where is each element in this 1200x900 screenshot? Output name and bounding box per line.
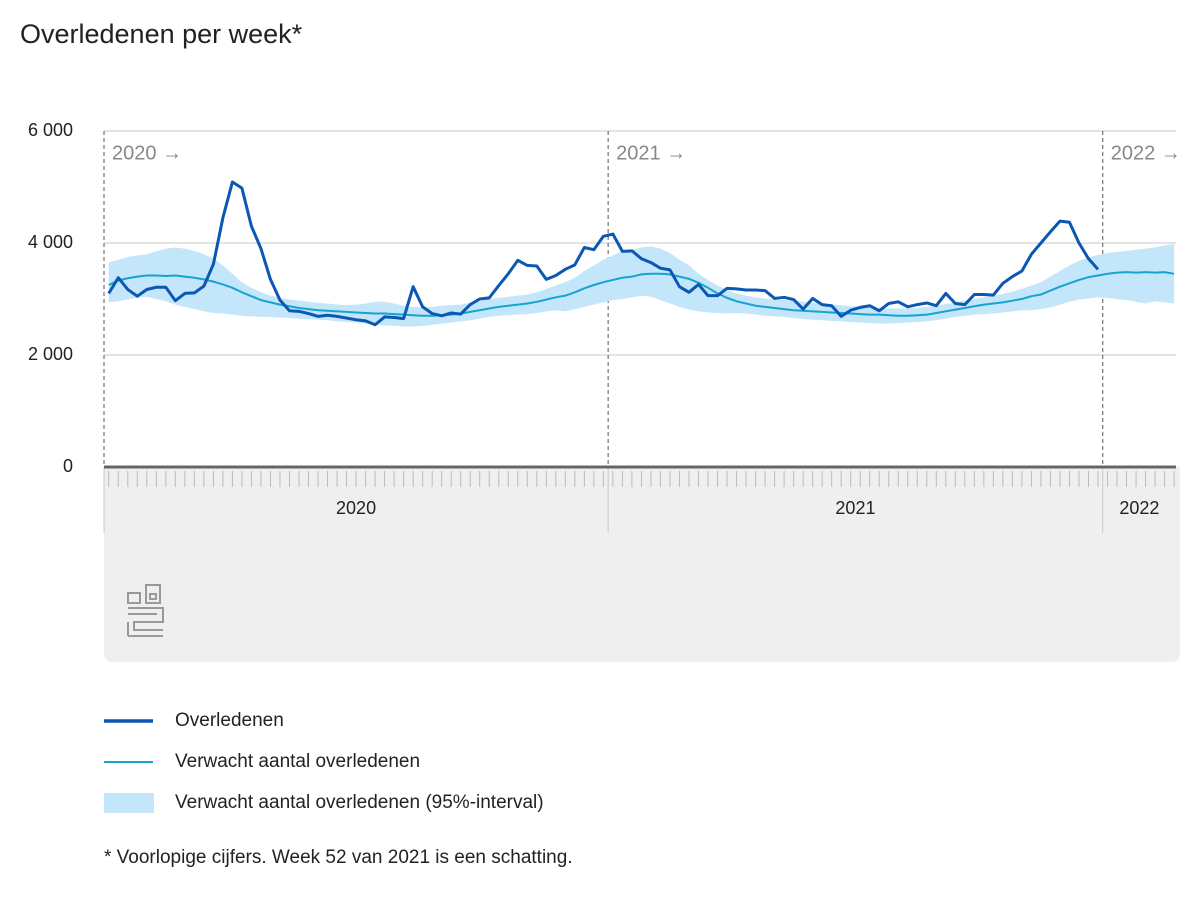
x-band-label: 2021 — [835, 498, 875, 518]
axis-panel-top — [104, 467, 1180, 487]
x-band-label: 2020 — [336, 498, 376, 518]
year-marker-label: 2021 → — [616, 142, 686, 164]
y-tick-label: 2 000 — [28, 344, 73, 364]
series-line — [107, 180, 1100, 327]
year-marker-label: 2022 → — [1111, 142, 1181, 164]
axis-panel — [104, 467, 1180, 662]
x-band-label: 2022 — [1119, 498, 1159, 518]
chart-title: Overledenen per week* — [20, 19, 303, 49]
legend-swatch — [104, 793, 154, 813]
legend-label: Overledenen — [175, 710, 284, 731]
footnote: * Voorlopige cijfers. Week 52 van 2021 i… — [104, 847, 573, 868]
legend-label: Verwacht aantal overledenen (95%-interva… — [175, 792, 544, 813]
legend-label: Verwacht aantal overledenen — [175, 751, 420, 772]
y-tick-label: 6 000 — [28, 120, 73, 140]
y-tick-label: 0 — [63, 456, 73, 476]
year-marker-label: 2020 → — [112, 142, 182, 164]
y-tick-label: 4 000 — [28, 232, 73, 252]
confidence-band — [108, 244, 1175, 327]
cbs-logo — [127, 584, 164, 637]
